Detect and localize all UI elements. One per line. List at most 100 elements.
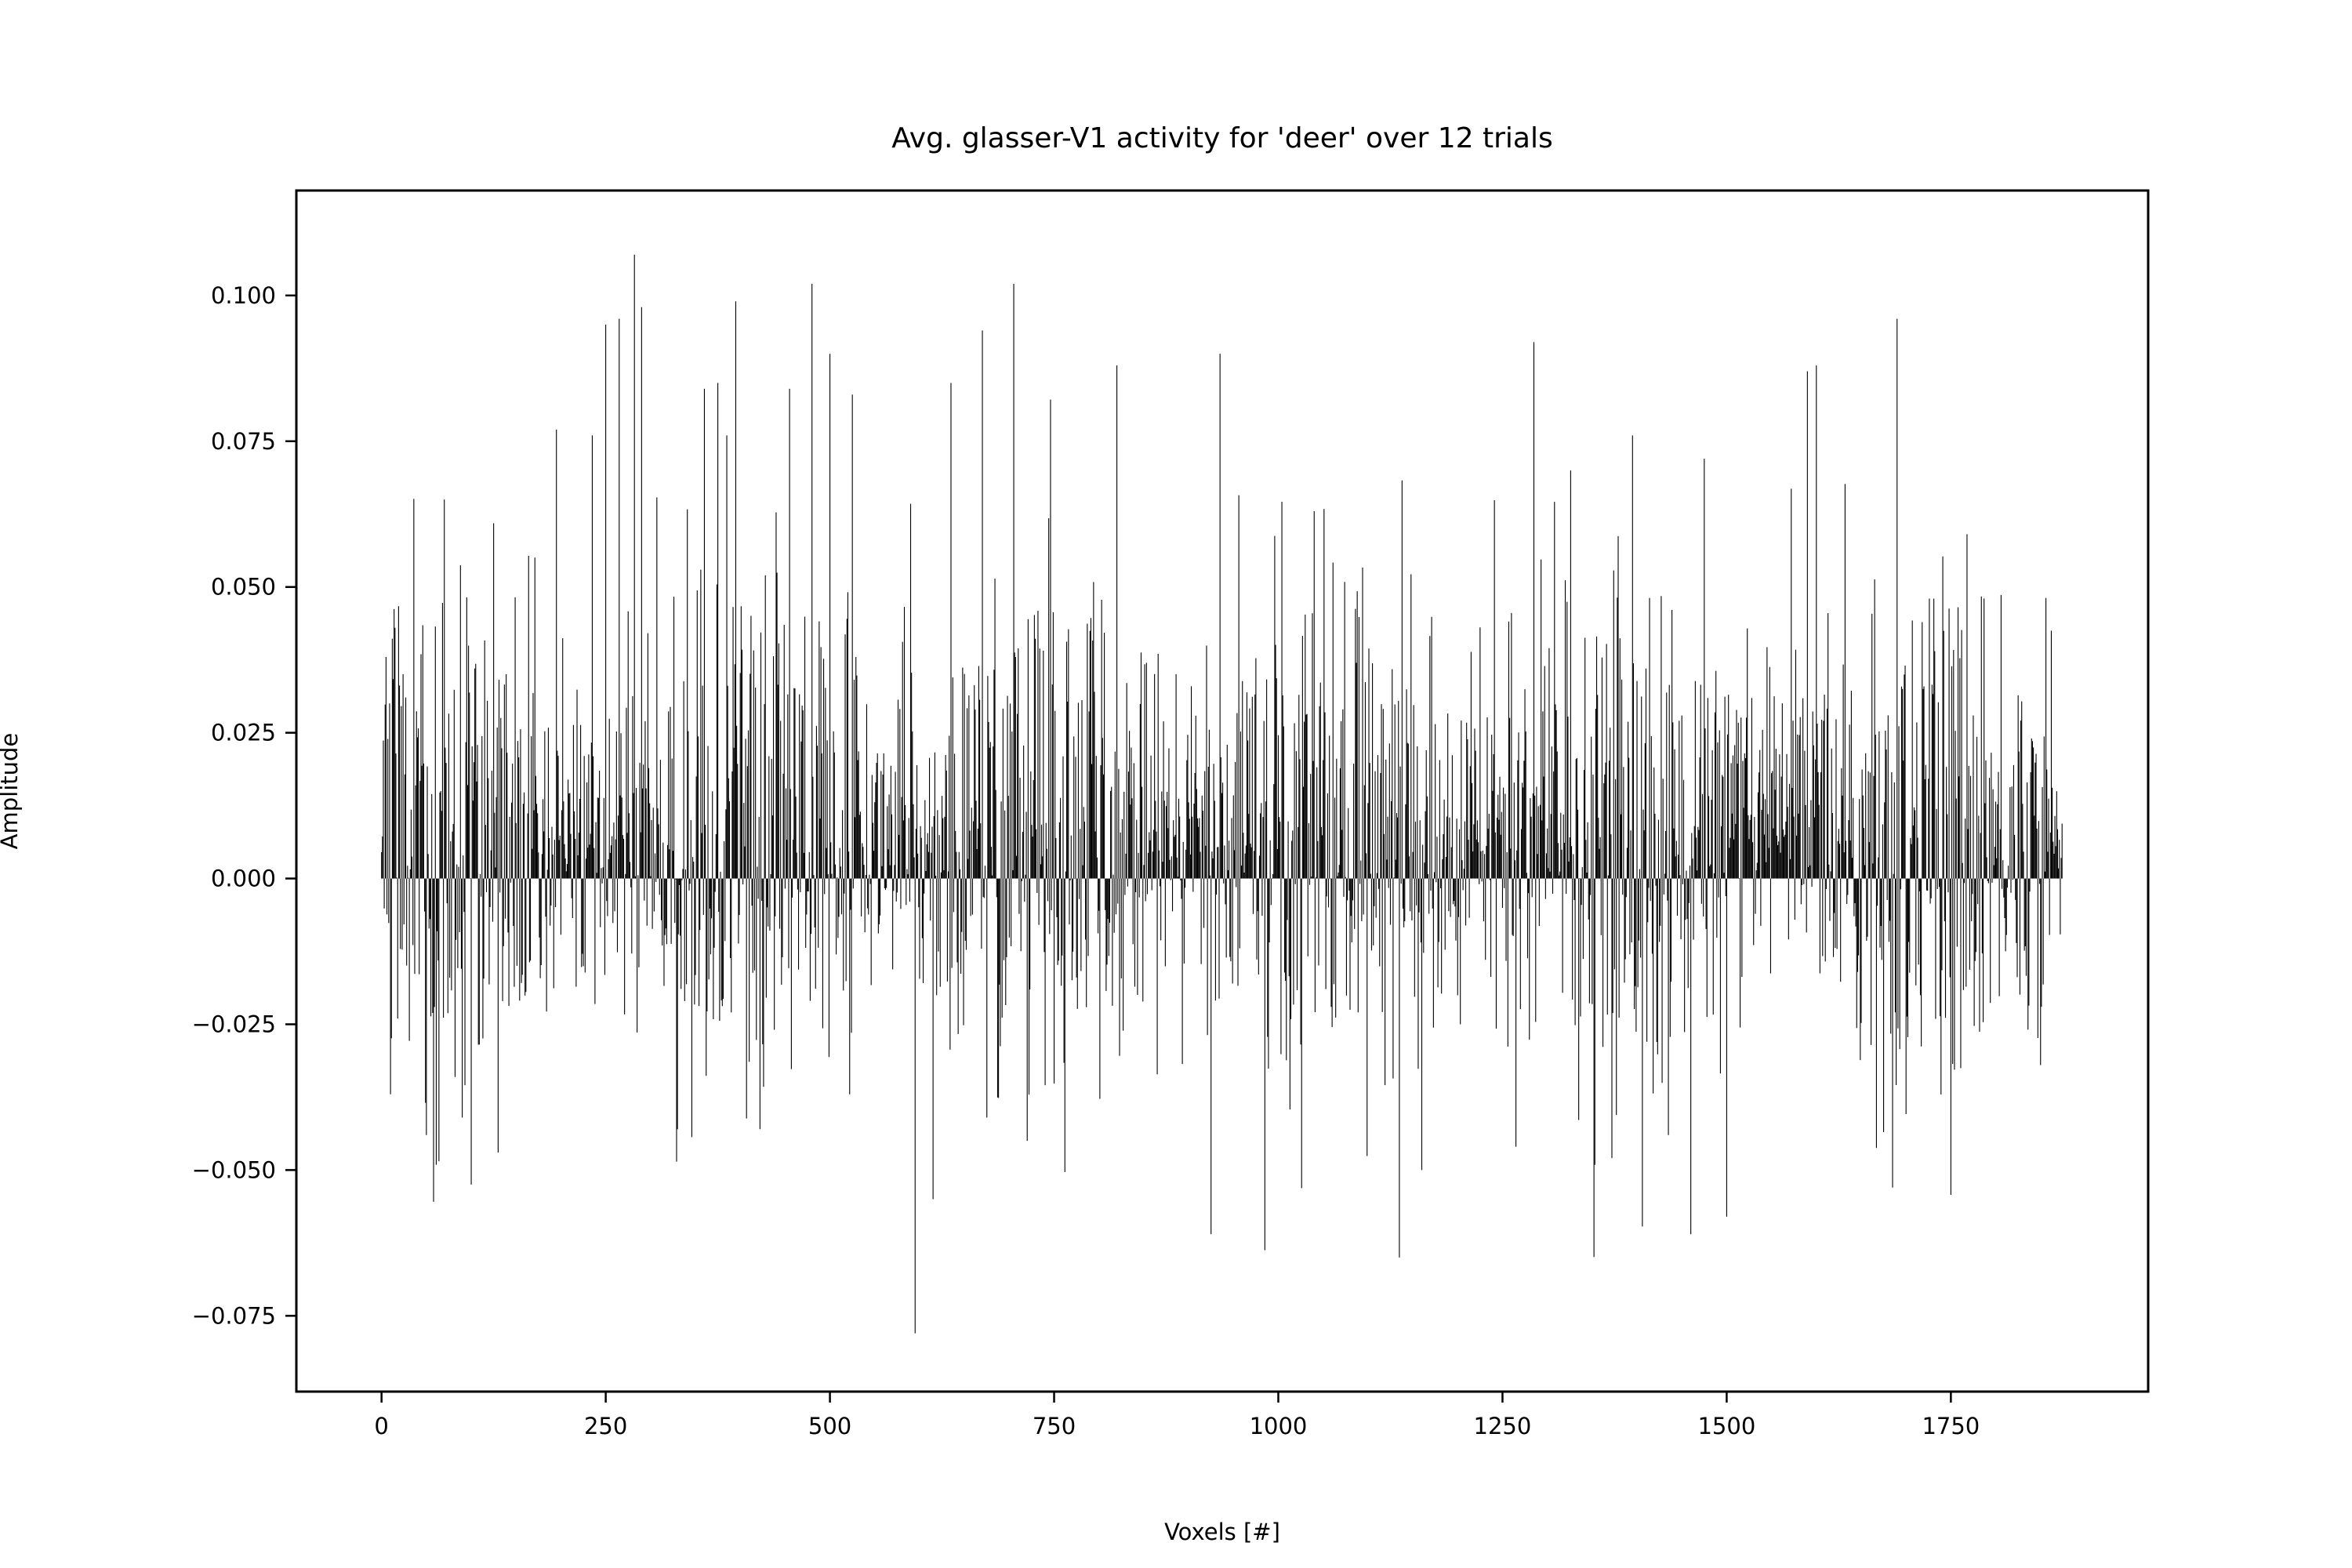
- voxel-bar: [433, 878, 434, 1202]
- voxel-bar: [1196, 789, 1197, 879]
- voxel-bar: [1466, 722, 1468, 879]
- voxel-bar: [936, 878, 938, 996]
- voxel-bar: [1974, 878, 1976, 961]
- voxel-bar: [1051, 878, 1052, 911]
- voxel-bar: [449, 878, 451, 978]
- y-tick-label: 0.050: [211, 574, 276, 601]
- voxel-bar: [558, 840, 560, 879]
- voxel-bar: [1570, 470, 1571, 879]
- voxel-bar: [390, 878, 392, 1039]
- voxel-bar: [1813, 745, 1814, 879]
- voxel-bar: [960, 878, 962, 975]
- voxel-bar: [1269, 878, 1270, 943]
- voxel-bar: [1937, 702, 1939, 879]
- voxel-bar: [2035, 753, 2037, 879]
- voxel-bar: [1034, 638, 1036, 879]
- voxel-bar: [543, 831, 545, 879]
- voxel-bar: [510, 878, 511, 883]
- voxel-bar: [1450, 847, 1452, 879]
- voxel-bar: [1349, 878, 1351, 1010]
- voxel-bar: [1588, 878, 1590, 1004]
- voxel-bar: [757, 878, 759, 899]
- x-axis-label: Voxels [#]: [1164, 1519, 1280, 1545]
- voxel-bar: [1432, 878, 1434, 1028]
- voxel-bar: [680, 878, 681, 936]
- voxel-bar: [476, 781, 477, 879]
- voxel-bar: [857, 760, 858, 879]
- voxel-bar: [1984, 803, 1986, 879]
- voxel-bar: [2056, 791, 2057, 879]
- voxel-bar: [1096, 857, 1098, 879]
- voxel-bar: [1173, 820, 1174, 879]
- voxel-bar: [902, 820, 904, 879]
- voxel-bar: [1319, 706, 1320, 879]
- voxel-bar: [2054, 815, 2056, 879]
- voxel-bar: [1913, 807, 1915, 879]
- voxel-bar: [1996, 858, 1998, 879]
- voxel-bar: [1636, 681, 1638, 879]
- voxel-bar: [544, 731, 546, 879]
- voxel-bar: [549, 837, 550, 879]
- voxel-bar: [471, 746, 473, 879]
- voxel-bar: [892, 878, 894, 970]
- voxel-bar: [1442, 859, 1443, 879]
- voxel-bar: [1121, 818, 1123, 879]
- voxel-bar: [1065, 871, 1066, 879]
- y-tick-label: 0.025: [211, 720, 276, 746]
- voxel-bar: [1298, 695, 1300, 879]
- voxel-bar: [1581, 867, 1583, 879]
- voxel-bar: [466, 785, 469, 879]
- voxel-bar: [1893, 873, 1894, 879]
- voxel-bar: [789, 789, 791, 879]
- voxel-bar: [1491, 735, 1493, 879]
- voxel-bar: [1345, 877, 1346, 879]
- voxel-bar: [1006, 878, 1007, 957]
- voxel-bar: [660, 878, 662, 920]
- voxel-bar: [1061, 878, 1062, 986]
- voxel-bar: [914, 878, 916, 1334]
- voxel-bar: [1755, 870, 1757, 879]
- voxel-bar: [506, 753, 508, 879]
- voxel-bar: [1321, 835, 1323, 879]
- voxel-bar: [1579, 878, 1581, 879]
- voxel-bar: [1518, 732, 1519, 879]
- voxel-bar: [2000, 594, 2002, 879]
- voxel-bar: [1242, 681, 1243, 879]
- voxel-bar: [674, 878, 676, 924]
- voxel-bar: [1223, 878, 1225, 884]
- voxel-bar: [1292, 830, 1294, 879]
- voxel-bar: [1201, 795, 1203, 879]
- voxel-bar: [1877, 878, 1878, 906]
- voxel-bar: [1756, 862, 1758, 879]
- voxel-bar: [418, 728, 419, 879]
- voxel-bar: [1657, 878, 1658, 1054]
- voxel-bar: [1245, 845, 1247, 879]
- voxel-bar: [1585, 840, 1587, 879]
- voxel-bar: [389, 703, 390, 879]
- voxel-bar: [1763, 834, 1765, 879]
- voxel-bar: [1553, 771, 1555, 879]
- voxel-bar: [2049, 878, 2050, 935]
- voxel-bar: [1962, 862, 1963, 879]
- voxel-bar: [824, 878, 826, 895]
- voxel-bar: [1374, 771, 1376, 879]
- voxel-bar: [1566, 601, 1568, 879]
- voxel-bar: [587, 848, 589, 879]
- voxel-bar: [382, 836, 383, 879]
- voxel-bar: [2011, 786, 2013, 879]
- voxel-bar: [1821, 719, 1823, 879]
- voxel-bar: [1613, 878, 1615, 970]
- voxel-bar: [832, 878, 833, 880]
- voxel-bar: [489, 878, 491, 908]
- voxel-bar: [1668, 684, 1670, 879]
- voxel-bar: [1606, 878, 1608, 1015]
- voxel-bar: [687, 509, 688, 879]
- voxel-bar: [1526, 873, 1527, 879]
- voxel-bar: [1498, 819, 1500, 879]
- voxel-bar: [806, 878, 808, 915]
- voxel-bar: [1404, 878, 1406, 922]
- voxel-bar: [600, 878, 601, 927]
- voxel-bar: [1017, 713, 1018, 879]
- voxel-bar: [524, 878, 526, 996]
- voxel-bar: [684, 878, 685, 1001]
